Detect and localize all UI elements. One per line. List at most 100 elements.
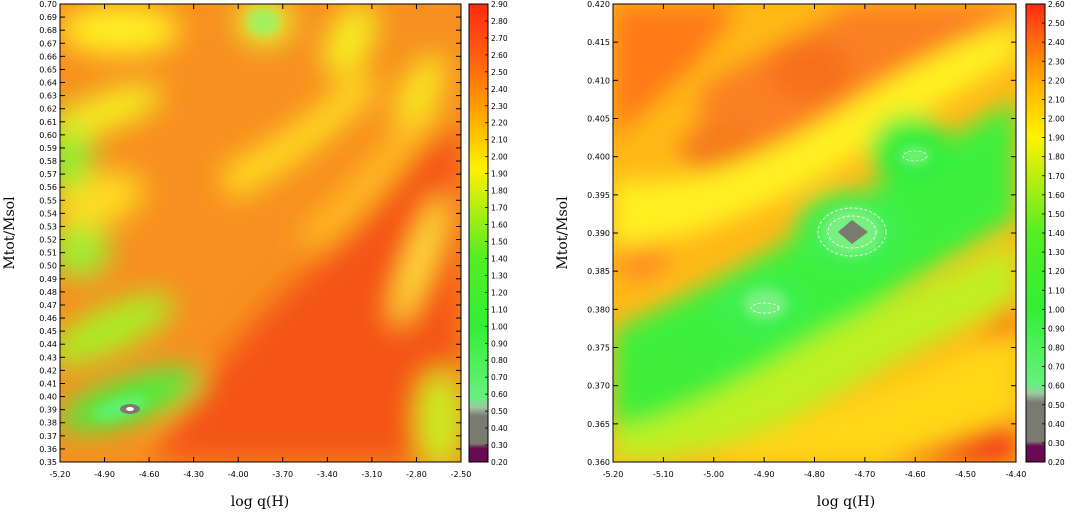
y-tick-label: 0.48 (39, 288, 57, 297)
colorbar-tick-label: 2.70 (491, 34, 508, 43)
colorbar-tick-label: 0.60 (491, 390, 508, 399)
y-tick-label: 0.365 (587, 420, 610, 429)
right-y-axis-label: Mtot/Msol (555, 196, 571, 270)
x-tick-label: -3.40 (317, 470, 338, 479)
y-tick-label: 0.59 (39, 144, 57, 153)
colorbar-tick-label: 1.00 (1048, 305, 1065, 314)
colorbar-tick-label: 1.60 (1048, 191, 1065, 200)
y-tick-label: 0.56 (39, 183, 57, 192)
colorbar-tick-label: 1.40 (1048, 229, 1065, 238)
y-tick-label: 0.39 (39, 406, 57, 415)
colorbar-tick-label: 1.10 (491, 305, 508, 314)
y-tick-label: 0.43 (39, 353, 57, 362)
y-tick-label: 0.400 (587, 153, 610, 162)
colorbar-tick-label: 2.10 (491, 136, 508, 145)
y-tick-label: 0.55 (39, 196, 57, 205)
colorbar-tick-label: 0.30 (1048, 439, 1065, 448)
colorbar-tick-label: 1.60 (491, 221, 508, 230)
x-tick-label: -4.90 (94, 470, 115, 479)
colorbar-tick-label: 0.90 (491, 339, 508, 348)
colorbar-tick-label: 0.40 (1048, 420, 1065, 429)
colorbar-tick-label: 2.00 (491, 153, 508, 162)
colorbar-tick-label: 0.70 (1048, 363, 1065, 372)
y-tick-label: 0.51 (39, 249, 57, 258)
right-axis-ticks: -5.20 -5.10 -5.00 -4.90 -4.80 -4.70 -4.60 -4.50… (587, 0, 1026, 479)
y-tick-label: 0.375 (587, 344, 610, 353)
colorbar-tick-label: 1.40 (491, 254, 508, 263)
left-axis-ticks: -5.20 -4.90 -4.60 -4.30 -4.00 -3.70 -3.40 -3.10… (39, 0, 471, 479)
colorbar-tick-label: 1.50 (1048, 210, 1065, 219)
colorbar-tick-label: 1.10 (1048, 286, 1065, 295)
colorbar-tick-label: 2.30 (1048, 57, 1065, 66)
colorbar-tick-label: 1.80 (491, 187, 508, 196)
y-tick-label: 0.54 (39, 209, 57, 218)
y-tick-label: 0.49 (39, 275, 57, 284)
colorbar-tick-label: 1.00 (491, 322, 508, 331)
y-tick-label: 0.415 (587, 38, 610, 47)
y-tick-label: 0.385 (587, 267, 610, 276)
colorbar-tick-label: 0.40 (491, 424, 508, 433)
left-y-axis-label: Mtot/Msol (2, 196, 18, 270)
y-tick-label: 0.395 (587, 191, 610, 200)
colorbar-tick-label: 1.90 (1048, 134, 1065, 143)
left-plot-frame (59, 3, 462, 463)
y-tick-label: 0.64 (39, 79, 57, 88)
right-heatmap (613, 4, 1016, 462)
y-tick-label: 0.46 (39, 314, 57, 323)
colorbar-tick-label: 1.30 (491, 271, 508, 280)
y-tick-label: 0.360 (587, 458, 610, 467)
y-tick-label: 0.36 (39, 445, 57, 454)
x-tick-label: -4.50 (955, 470, 976, 479)
y-tick-label: 0.47 (39, 301, 57, 310)
left-colorbar (468, 3, 489, 463)
y-tick-label: 0.370 (587, 382, 610, 391)
colorbar-tick-label: 0.20 (491, 458, 508, 467)
colorbar-tick-label: 2.80 (491, 17, 508, 26)
x-tick-label: -4.70 (855, 470, 876, 479)
colorbar-tick-label: 0.70 (491, 373, 508, 382)
y-tick-label: 0.45 (39, 327, 57, 336)
colorbar-tick-label: 0.20 (1048, 458, 1065, 467)
x-tick-label: -5.00 (703, 470, 724, 479)
y-tick-label: 0.68 (39, 26, 57, 35)
colorbar-tick-label: 1.20 (1048, 267, 1065, 276)
y-tick-label: 0.37 (39, 432, 57, 441)
left-heatmap (60, 4, 461, 462)
right-colorbar-ticks: 0.20 0.30 0.40 0.50 0.60 0.70 0.80 0.90 1.00 1.10… (1042, 0, 1065, 467)
colorbar-tick-label: 0.60 (1048, 382, 1065, 391)
y-tick-label: 0.405 (587, 115, 610, 124)
colorbar-tick-label: 0.80 (1048, 344, 1065, 353)
y-tick-label: 0.52 (39, 236, 57, 245)
colorbar-tick-label: 0.90 (1048, 324, 1065, 333)
y-tick-label: 0.41 (39, 379, 57, 388)
colorbar-tick-label: 0.50 (1048, 401, 1065, 410)
x-tick-label: -2.80 (406, 470, 427, 479)
y-tick-label: 0.380 (587, 305, 610, 314)
y-tick-label: 0.390 (587, 229, 610, 238)
y-tick-label: 0.60 (39, 131, 57, 140)
colorbar-tick-label: 1.30 (1048, 248, 1065, 257)
x-tick-label: -5.20 (50, 470, 71, 479)
y-tick-label: 0.42 (39, 366, 57, 375)
y-tick-label: 0.50 (39, 262, 57, 271)
colorbar-tick-label: 0.50 (491, 407, 508, 416)
colorbar-tick-label: 2.50 (1048, 19, 1065, 28)
colorbar-tick-label: 1.70 (1048, 172, 1065, 181)
colorbar-tick-label: 0.30 (491, 441, 508, 450)
right-x-axis-label: log q(H) (817, 494, 875, 510)
y-tick-label: 0.35 (39, 458, 57, 467)
colorbar-tick-label: 2.60 (491, 51, 508, 60)
colorbar-tick-label: 1.70 (491, 204, 508, 213)
left-colorbar-ticks: 0.20 0.30 0.40 0.50 0.60 0.70 0.80 0.90 1.00 1.10… (485, 0, 508, 467)
colorbar-tick-label: 2.40 (1048, 38, 1065, 47)
colorbar-tick-label: 1.50 (491, 237, 508, 246)
colorbar-tick-label: 2.20 (1048, 76, 1065, 85)
y-tick-label: 0.38 (39, 419, 57, 428)
colorbar-tick-label: 2.50 (491, 68, 508, 77)
x-tick-label: -2.50 (451, 470, 472, 479)
x-tick-label: -4.80 (804, 470, 825, 479)
colorbar-tick-label: 1.20 (491, 288, 508, 297)
y-tick-label: 0.62 (39, 105, 57, 114)
x-tick-label: -5.20 (603, 470, 624, 479)
